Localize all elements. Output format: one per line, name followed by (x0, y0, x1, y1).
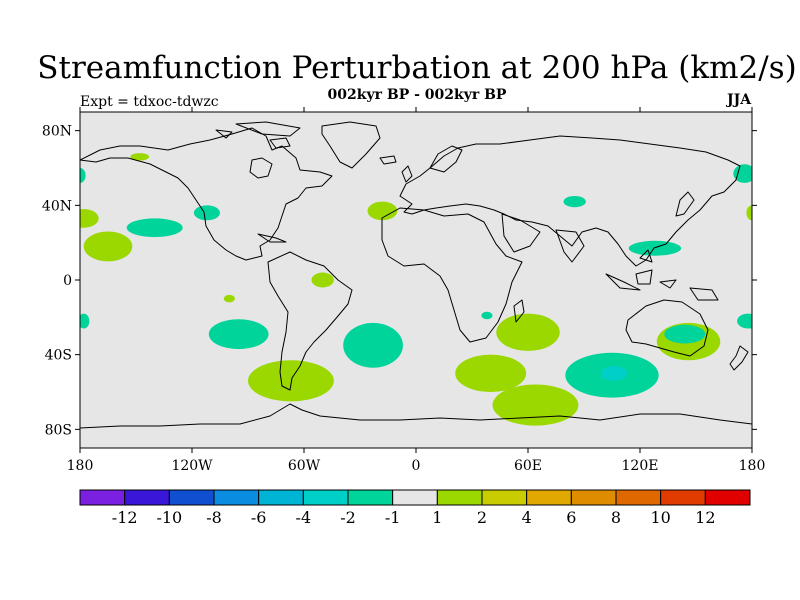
coast-madagascar (513, 299, 525, 323)
x-tick-label: 0 (412, 458, 421, 474)
colorbar-label: -2 (340, 508, 356, 527)
coast-cuba (257, 233, 287, 243)
colorbar-swatch (79, 489, 126, 506)
coast-eurasia (399, 135, 741, 267)
colorbar-swatch (660, 489, 706, 506)
colorbar-label: 10 (650, 508, 670, 527)
anomaly-positive-14 (311, 272, 334, 288)
coast-japan (675, 191, 695, 217)
colorbar-label: -10 (156, 508, 182, 527)
anomaly-positive-3 (455, 354, 527, 393)
anomaly-negative-17 (563, 196, 586, 208)
x-tick-label: 180 (739, 458, 766, 474)
colorbar-label: 6 (566, 508, 576, 527)
coast-hudson-bay (249, 157, 273, 179)
colorbar-swatch (392, 489, 438, 506)
coast-scandinavia (429, 145, 463, 173)
plot-title: Streamfunction Perturbation at 200 hPa (… (37, 50, 797, 86)
anomaly-negative-11 (126, 218, 183, 238)
map-background (80, 112, 752, 448)
anomaly-negative-22 (80, 313, 90, 329)
experiment-label: Expt = tdxoc-tdwzc (80, 94, 219, 110)
colorbar-label: -1 (385, 508, 401, 527)
coast-arabia (501, 213, 541, 253)
anomaly-negative-23 (80, 168, 86, 183)
coast-indonesia (605, 249, 719, 301)
colorbar-swatch (302, 489, 349, 506)
y-tick-label: 40N (42, 198, 72, 214)
x-tick-label: 180 (67, 458, 94, 474)
anomaly-positive-4 (496, 313, 560, 351)
x-tick-label: 120E (622, 458, 659, 474)
coast-india (555, 229, 585, 263)
coast-greenland (321, 121, 381, 169)
colorbar-swatch (436, 489, 483, 506)
colorbar-label: 4 (522, 508, 532, 527)
colorbar-swatch (570, 489, 617, 506)
coastlines (80, 121, 752, 429)
anomaly-negative-21 (737, 313, 752, 329)
x-tick-label: 120W (171, 458, 213, 474)
colorbar-swatch (124, 489, 170, 506)
anomaly-positive-16 (367, 201, 398, 221)
colorbar-label: -4 (296, 508, 312, 527)
coast-iceland (379, 155, 397, 165)
colorbar-swatch (258, 489, 304, 506)
colorbar-swatch (615, 489, 662, 506)
anomaly-negative-18 (628, 240, 682, 256)
anomaly-negative-2 (343, 322, 403, 368)
anomaly-negative-1 (208, 319, 269, 350)
anomaly-negative-8 (664, 324, 706, 344)
anomaly-negative-12 (193, 205, 220, 221)
colorbar-label: 1 (432, 508, 442, 527)
anomaly-positive-0 (492, 384, 579, 426)
season-label: JJA (727, 92, 752, 108)
colorbar-swatch (213, 489, 260, 506)
colorbar-label: 8 (611, 508, 621, 527)
colorbar-swatch (704, 489, 751, 506)
coast-new-zealand (729, 345, 749, 371)
anomaly-positive-13 (130, 153, 150, 161)
colorbar-swatch (526, 489, 572, 506)
coast-south-america (267, 251, 353, 391)
colorbar-swatch (481, 489, 528, 506)
x-tick-label: 60W (288, 458, 321, 474)
anomaly-positive-15 (223, 294, 235, 303)
y-tick-label: 40S (45, 348, 72, 364)
colorbar-label: -12 (112, 508, 138, 527)
colorbar-label: 2 (477, 508, 487, 527)
coast-arctic-islands (215, 121, 301, 149)
coast-africa (381, 207, 523, 343)
y-tick-label: 0 (63, 273, 72, 289)
coast-australia (625, 299, 709, 357)
anomaly-positive-10 (80, 209, 99, 228)
map-axes: 180 120W 60W 0 60E 120E 180 80N 40N 0 40S 80S (42, 107, 765, 474)
x-tick-label: 60E (514, 458, 542, 474)
y-tick-label: 80S (45, 422, 72, 438)
anomaly-negative-25 (481, 311, 493, 320)
colorbar-label: 12 (695, 508, 715, 527)
coast-north-america (80, 127, 333, 261)
anomaly-positive-9 (83, 231, 133, 262)
anomaly-positive-24 (247, 360, 334, 402)
anomaly-positive-20 (746, 205, 752, 221)
anomaly-negative-19 (733, 164, 752, 183)
colorbar-swatch (168, 489, 215, 506)
colorbar-swatch (347, 489, 394, 506)
anomaly-contours (80, 153, 752, 426)
colorbar: -12 -10 -8 -6 -4 -2 -1 1 2 4 6 8 10 12 (79, 489, 751, 527)
plot-subtitle: 002kyr BP - 002kyr BP (327, 87, 507, 103)
anomaly-negative_strong-6 (600, 365, 627, 381)
colorbar-label: -8 (206, 508, 222, 527)
colorbar-label: -6 (251, 508, 267, 527)
coast-antarctica (80, 403, 752, 429)
y-tick-label: 80N (42, 124, 72, 140)
coast-britain (401, 165, 413, 183)
